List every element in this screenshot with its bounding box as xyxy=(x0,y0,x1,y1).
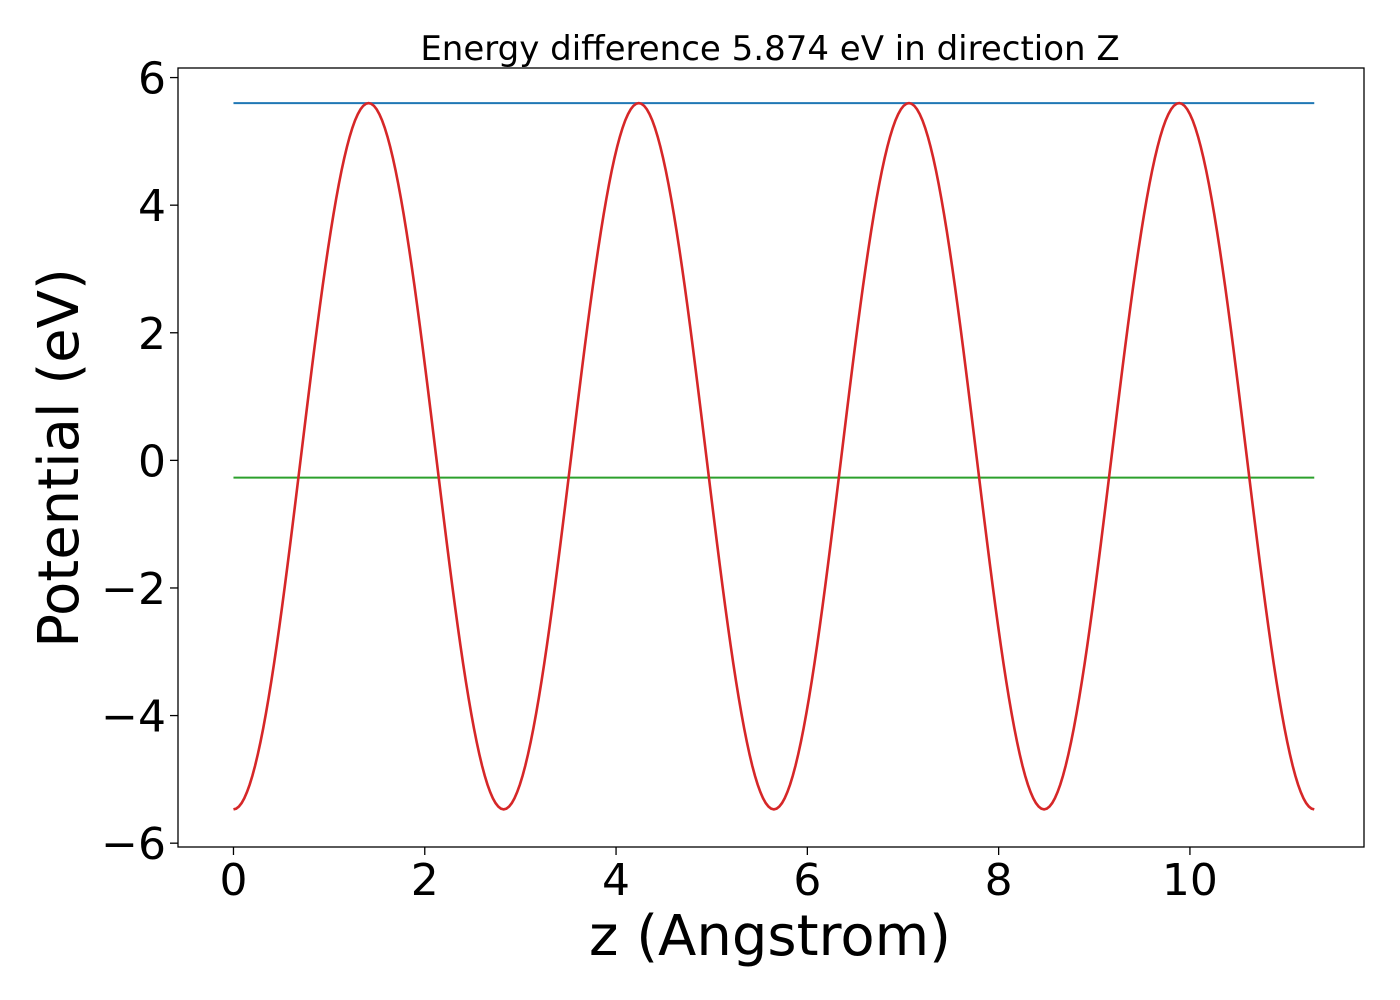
y-tick-label: 6 xyxy=(138,54,166,105)
plot-series xyxy=(233,101,1315,811)
x-tick-label: 0 xyxy=(219,855,247,906)
x-tick-label: 2 xyxy=(411,855,439,906)
y-axis-ticks: −6 −4 −2 0 2 4 6 xyxy=(101,54,178,870)
series-line-3 xyxy=(233,101,1315,811)
y-tick-label: −4 xyxy=(101,692,166,743)
y-tick-label: −2 xyxy=(101,564,166,615)
x-tick-label: 6 xyxy=(793,855,821,906)
y-tick-label: 2 xyxy=(138,309,166,360)
y-tick-label: 4 xyxy=(138,181,166,232)
plot-frame xyxy=(177,67,1365,848)
y-tick-label: 0 xyxy=(138,436,166,487)
x-tick-label: 8 xyxy=(985,855,1013,906)
x-axis-ticks: 0 2 4 6 8 10 xyxy=(219,847,1218,906)
y-axis-label: Potential (eV) xyxy=(27,268,92,648)
y-tick-label: −6 xyxy=(101,819,166,870)
x-tick-label: 4 xyxy=(602,855,630,906)
x-tick-label: 10 xyxy=(1162,855,1218,906)
x-axis-label: z (Angstrom) xyxy=(589,904,951,969)
chart-title: Energy difference 5.874 eV in direction … xyxy=(420,29,1119,69)
